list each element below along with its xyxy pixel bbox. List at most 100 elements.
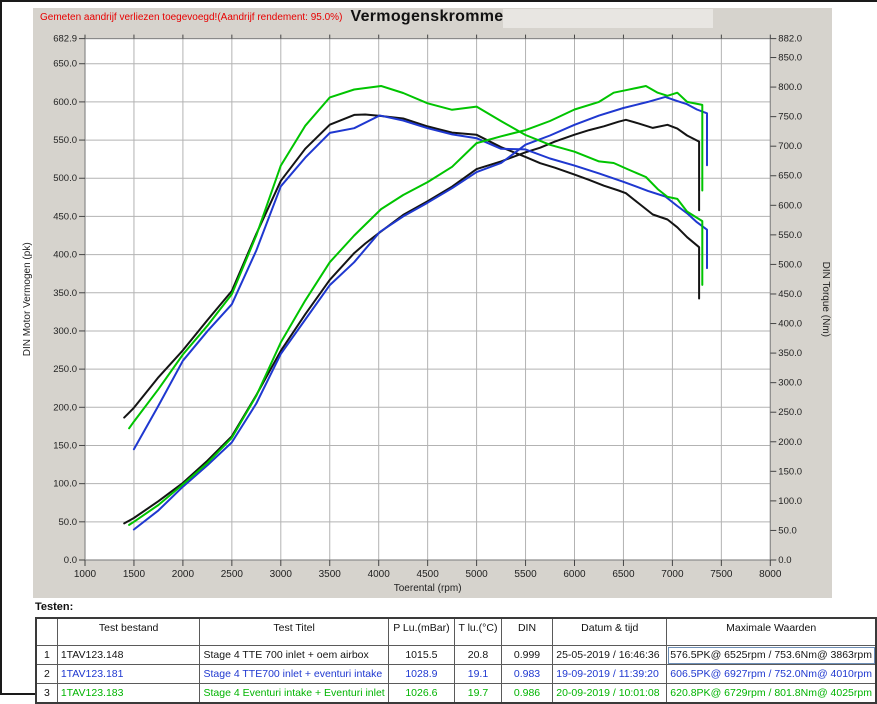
tests-table-body: 1 1TAV123.148 Stage 4 TTE 700 inlet + oem … bbox=[35, 645, 877, 704]
cell-p_lu[interactable]: 1028.9 bbox=[387, 664, 456, 684]
y-left-axis-title: DIN Motor Vermogen (pk) bbox=[22, 242, 33, 356]
y-right-tick-label: 550.0 bbox=[778, 230, 802, 241]
curve-power-2 bbox=[132, 95, 708, 531]
y-left-tick-label: 350.0 bbox=[53, 288, 77, 299]
column-header-P Lu.(mBar): P Lu.(mBar) bbox=[387, 617, 456, 646]
y-right-tick-label: 100.0 bbox=[778, 496, 802, 507]
y-right-tick-label: 200.0 bbox=[778, 437, 802, 448]
y-left-tick-label: 200.0 bbox=[53, 402, 77, 413]
y-left-tick-label: 400.0 bbox=[53, 250, 77, 261]
y-right-tick-label: 500.0 bbox=[778, 259, 802, 270]
y-left-tick-label: 300.0 bbox=[53, 326, 77, 337]
cell-num[interactable]: 2 bbox=[35, 664, 58, 684]
cell-din[interactable]: 0.986 bbox=[500, 683, 554, 704]
y-left-tick-label: 50.0 bbox=[59, 517, 78, 528]
y-right-axis-title: DIN Torque (Nm) bbox=[820, 262, 831, 337]
window-border-left bbox=[0, 0, 2, 695]
cell-t_lu[interactable]: 19.1 bbox=[454, 664, 502, 684]
cell-file[interactable]: 1TAV123.181 bbox=[56, 664, 201, 684]
x-tick-label: 2500 bbox=[221, 569, 244, 580]
curve-torque-1 bbox=[123, 113, 701, 419]
y-right-tick-label: 450.0 bbox=[778, 289, 802, 300]
y-left-tick-label: 250.0 bbox=[53, 364, 77, 375]
y-right-tick-label: 700.0 bbox=[778, 141, 802, 152]
x-tick-label: 8000 bbox=[759, 569, 782, 580]
x-tick-label: 6500 bbox=[612, 569, 635, 580]
y-left-tick-label: 450.0 bbox=[53, 211, 77, 222]
column-header-num bbox=[35, 617, 58, 646]
column-header-Datum & tijd: Datum & tijd bbox=[552, 617, 668, 646]
window-border-top bbox=[0, 0, 877, 2]
column-header-Test bestand: Test bestand bbox=[56, 617, 201, 646]
y-right-tick-label: 800.0 bbox=[778, 82, 802, 93]
x-tick-label: 5000 bbox=[465, 569, 488, 580]
x-tick-label: 5500 bbox=[514, 569, 537, 580]
y-left-tick-label: 650.0 bbox=[53, 59, 77, 70]
tests-table-header-row: Test bestand Test Titel P Lu.(mBar) T lu.(°… bbox=[35, 617, 877, 646]
chart-panel-header-box bbox=[503, 9, 713, 28]
x-axis-title: Toerental (rpm) bbox=[394, 583, 462, 594]
y-left-tick-label: 550.0 bbox=[53, 135, 77, 146]
tests-table-header: Test bestand Test Titel P Lu.(mBar) T lu.(°… bbox=[35, 617, 877, 646]
cell-datetime[interactable]: 25-05-2019 / 16:46:36 bbox=[552, 645, 668, 665]
column-header-Test Titel: Test Titel bbox=[199, 617, 389, 646]
x-tick-label: 6000 bbox=[563, 569, 586, 580]
test-row-1[interactable]: 1 1TAV123.148 Stage 4 TTE 700 inlet + oem … bbox=[35, 645, 877, 665]
curve-power-3 bbox=[128, 85, 704, 526]
y-right-tick-label: 650.0 bbox=[778, 171, 802, 182]
x-tick-label: 7000 bbox=[661, 569, 684, 580]
curve-torque-2 bbox=[132, 114, 708, 451]
x-tick-label: 7500 bbox=[710, 569, 733, 580]
column-header-Maximale Waarden: Maximale Waarden bbox=[666, 617, 877, 646]
cell-num[interactable]: 3 bbox=[35, 683, 58, 704]
y-right-tick-label: 0.0 bbox=[778, 555, 791, 566]
cell-p_lu[interactable]: 1015.5 bbox=[387, 645, 456, 665]
y-right-tick-label: 150.0 bbox=[778, 466, 802, 477]
x-tick-label: 1000 bbox=[74, 569, 97, 580]
cell-datetime[interactable]: 19-09-2019 / 11:39:20 bbox=[552, 664, 668, 684]
tests-table: Test bestand Test Titel P Lu.(mBar) T lu.(°… bbox=[35, 617, 877, 704]
curve-torque-3 bbox=[128, 85, 704, 430]
test-row-3[interactable]: 3 1TAV123.183 Stage 4 Eventuri intake + Ev… bbox=[35, 683, 877, 704]
cell-max[interactable]: 606.5PK@ 6927rpm / 752.0Nm@ 4010rpm bbox=[666, 664, 877, 684]
y-left-tick-label: 100.0 bbox=[53, 479, 77, 490]
cell-p_lu[interactable]: 1026.6 bbox=[387, 683, 456, 704]
tests-section-label: Testen: bbox=[35, 601, 74, 613]
chart-title: Vermogenskromme bbox=[350, 8, 504, 25]
cell-title[interactable]: Stage 4 Eventuri intake + Eventuri inlet bbox=[199, 683, 389, 704]
cell-t_lu[interactable]: 19.7 bbox=[454, 683, 502, 704]
y-left-tick-label: 682.9 bbox=[53, 34, 77, 45]
x-tick-label: 3000 bbox=[270, 569, 293, 580]
y-right-tick-label: 300.0 bbox=[778, 378, 802, 389]
cell-title[interactable]: Stage 4 TTE700 inlet + eventuri intake bbox=[199, 664, 389, 684]
x-tick-label: 4000 bbox=[368, 569, 391, 580]
y-right-tick-label: 50.0 bbox=[778, 525, 797, 536]
y-right-tick-label: 250.0 bbox=[778, 407, 802, 418]
cell-din[interactable]: 0.999 bbox=[500, 645, 554, 665]
cell-din[interactable]: 0.983 bbox=[500, 664, 554, 684]
x-tick-label: 1500 bbox=[123, 569, 146, 580]
column-header-T lu.(°C): T lu.(°C) bbox=[454, 617, 502, 646]
y-right-tick-label: 750.0 bbox=[778, 112, 802, 123]
cell-datetime[interactable]: 20-09-2019 / 10:01:08 bbox=[552, 683, 668, 704]
y-left-tick-label: 0.0 bbox=[64, 555, 77, 566]
cell-max[interactable]: 576.5PK@ 6525rpm / 753.6Nm@ 3863rpm bbox=[666, 645, 877, 665]
x-tick-label: 4500 bbox=[417, 569, 440, 580]
test-row-2[interactable]: 2 1TAV123.181 Stage 4 TTE700 inlet + event… bbox=[35, 664, 877, 684]
cell-file[interactable]: 1TAV123.148 bbox=[56, 645, 201, 665]
cell-title[interactable]: Stage 4 TTE 700 inlet + oem airbox bbox=[199, 645, 389, 665]
y-right-tick-label: 350.0 bbox=[778, 348, 802, 359]
y-right-tick-label: 400.0 bbox=[778, 319, 802, 330]
cell-file[interactable]: 1TAV123.183 bbox=[56, 683, 201, 704]
drivetrain-loss-annotation: Gemeten aandrijf verliezen toegevoegd!(A… bbox=[40, 12, 343, 23]
cell-t_lu[interactable]: 20.8 bbox=[454, 645, 502, 665]
cell-num[interactable]: 1 bbox=[35, 645, 58, 665]
y-right-tick-label: 600.0 bbox=[778, 200, 802, 211]
cell-max[interactable]: 620.8PK@ 6729rpm / 801.8Nm@ 4025rpm bbox=[666, 683, 877, 704]
y-left-tick-label: 500.0 bbox=[53, 173, 77, 184]
y-right-tick-label: 882.0 bbox=[778, 34, 802, 45]
x-tick-label: 3500 bbox=[319, 569, 342, 580]
y-left-tick-label: 150.0 bbox=[53, 440, 77, 451]
x-tick-label: 2000 bbox=[172, 569, 195, 580]
